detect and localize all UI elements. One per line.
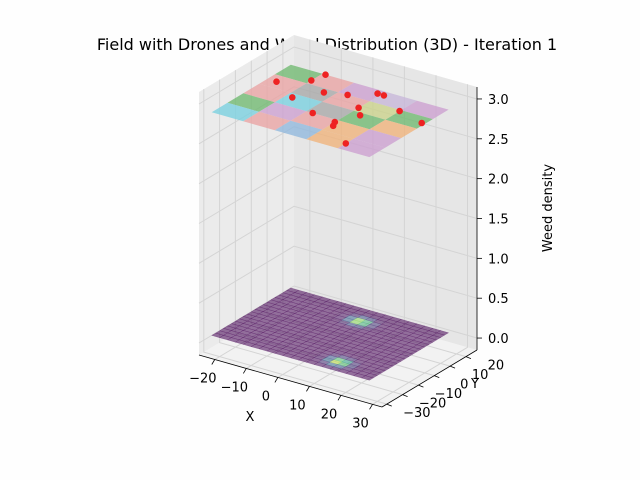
drone-point <box>289 94 296 101</box>
drone-region-cell <box>243 83 291 103</box>
drone-region-cell <box>338 82 386 102</box>
drone-region-cell <box>274 120 323 140</box>
drone-region-cell <box>306 73 354 93</box>
drone-point <box>342 140 350 147</box>
x-axis-label: X <box>246 410 255 425</box>
y-tick-mark <box>434 375 440 379</box>
drone-region-cell <box>290 111 338 130</box>
drone-markers <box>273 71 426 147</box>
drone-region-cell <box>290 83 339 102</box>
z-tick-label: 0.0 <box>488 332 509 347</box>
x-axis-line <box>198 354 383 408</box>
drone-point <box>273 78 280 85</box>
drone-region-cell <box>353 129 402 148</box>
drone-point <box>322 71 329 78</box>
y-tick-label: 0 <box>460 378 468 393</box>
gridline-z <box>198 46 478 105</box>
drone-point <box>356 112 364 119</box>
drone-region-cell <box>337 138 386 158</box>
y-tick-mark <box>465 356 472 360</box>
drone-point <box>380 92 388 99</box>
gridline-z <box>198 245 478 304</box>
gridline-y <box>203 89 387 405</box>
y-tick-mark <box>386 403 392 407</box>
drone-region-cell <box>369 119 417 139</box>
drone-region-cell <box>338 110 386 130</box>
gridline-x <box>372 84 468 405</box>
y-axis-line <box>381 349 478 408</box>
gridline-z <box>198 165 478 224</box>
x-tick-label: 20 <box>321 407 338 422</box>
x-tick-mark <box>369 404 373 410</box>
y-tick-mark <box>402 394 408 398</box>
drone-point <box>308 77 315 84</box>
x-tick-label: −20 <box>189 372 216 387</box>
z-axis-label: Weed density <box>541 164 556 252</box>
y-tick-mark <box>418 384 424 388</box>
drone-region-cell <box>306 129 354 149</box>
drone-point <box>374 90 381 97</box>
drone-region-cell <box>306 101 354 121</box>
drone-region-cell <box>211 102 260 122</box>
drone-point <box>396 107 403 115</box>
x-tick-label: 0 <box>262 389 270 404</box>
x-tick-mark <box>306 386 310 392</box>
x-tick-mark <box>337 395 342 401</box>
drone-point <box>309 109 317 117</box>
drone-point <box>355 104 362 112</box>
drone-point <box>331 118 339 126</box>
z-tick-label: 0.5 <box>488 292 509 307</box>
drone-region-cell <box>227 93 275 112</box>
drone-region-cell <box>274 92 323 112</box>
drone-region-cell <box>259 102 307 121</box>
drone-point <box>418 119 426 127</box>
drone-region-cell <box>353 101 402 120</box>
z-tick-label: 3.0 <box>488 93 509 108</box>
drone-region-cell <box>401 100 449 120</box>
z-tick-label: 1.0 <box>488 252 509 267</box>
drone-region-cell <box>259 74 307 93</box>
x-tick-label: 30 <box>352 416 369 431</box>
x-tick-mark <box>274 377 279 383</box>
axes: −20−100102030−30−20−10010200.00.51.01.52… <box>189 87 509 431</box>
z-tick-label: 2.5 <box>488 133 509 148</box>
z-tick-label: 2.0 <box>488 173 509 188</box>
drone-point <box>344 91 351 99</box>
drone-plane <box>211 64 449 158</box>
y-tick-label: −10 <box>435 387 462 402</box>
surface-cell <box>436 330 450 336</box>
gridline-y <box>219 79 403 396</box>
x-tick-mark <box>211 359 216 365</box>
y-tick-label: 20 <box>488 359 505 374</box>
x-tick-label: 10 <box>289 398 306 413</box>
weed-density-surface <box>211 287 450 381</box>
drone-point <box>320 89 328 96</box>
x-tick-mark <box>242 368 247 374</box>
y-tick-mark <box>449 365 456 369</box>
x-tick-label: −10 <box>221 380 248 395</box>
gridline-z <box>198 205 478 264</box>
z-tick-label: 1.5 <box>488 213 509 228</box>
y-tick-label: 10 <box>472 368 489 383</box>
drone-region-cell <box>243 111 291 131</box>
y-tick-label: −20 <box>419 397 446 412</box>
gridline-z <box>198 285 478 344</box>
y-tick-label: −30 <box>403 406 430 421</box>
y-axis-label: Y <box>470 377 479 392</box>
